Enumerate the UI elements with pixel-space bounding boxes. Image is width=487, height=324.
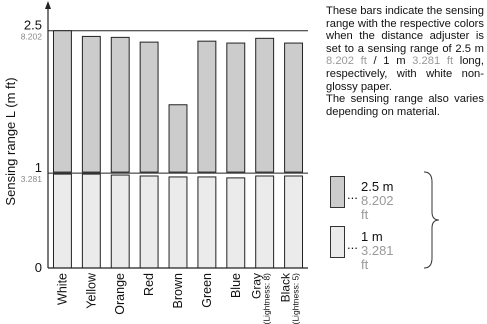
- description-text-2: / 1 m: [366, 55, 413, 68]
- bar-long-0: [52, 30, 72, 173]
- bar-long-1: [81, 35, 101, 173]
- bar-long-3: [139, 41, 159, 173]
- legend-brace: [423, 171, 440, 269]
- x-tick-label-0: White: [55, 273, 69, 305]
- description-ft-1: 8.202 ft: [326, 55, 367, 68]
- bar-short-2: [110, 174, 130, 269]
- legend-imperial-short: 3.281 ft: [361, 243, 394, 272]
- legend-dots-long: ...: [347, 187, 358, 202]
- y-axis-label: Sensing range L (m ft): [3, 77, 18, 205]
- legend-value-long: 2.5 m 8.202 ft: [361, 180, 394, 222]
- x-tick-label-2: Orange: [113, 273, 127, 315]
- bar-short-3: [139, 175, 159, 269]
- chart-description: These bars indicate the sensing range wi…: [326, 5, 484, 118]
- bar-long-6: [226, 42, 246, 173]
- bar-long-2: [110, 36, 130, 173]
- y-tick-label-2: 2.5: [24, 18, 42, 33]
- x-tick-label-7-0: Gray: [250, 273, 264, 299]
- legend-metric-short: 1 m: [361, 229, 383, 244]
- bar-short-1: [81, 173, 101, 269]
- x-tick-label-8-0: Black: [279, 272, 293, 302]
- x-tick-label-8-1: (Lightness: 5): [291, 273, 301, 324]
- bar-long-4: [168, 104, 188, 173]
- description-text-4: The sensing range also varies depending …: [326, 93, 484, 118]
- x-tick-label-3: Red: [142, 273, 156, 296]
- bar-long-5: [197, 40, 217, 173]
- description-text-3: long, respectively, with white non-gloss…: [326, 55, 484, 93]
- legend-swatch-long: [330, 176, 345, 208]
- y-tick-label-1: 1: [35, 160, 42, 175]
- y-tick-sublabel-1: 3.281: [21, 174, 43, 184]
- x-tick-label-4: Brown: [171, 273, 185, 308]
- description-text-1: These bars indicate the sensing range wi…: [326, 5, 484, 55]
- bar-short-0: [52, 173, 72, 269]
- x-tick-label-5: Green: [200, 273, 214, 308]
- bar-short-4: [168, 176, 188, 269]
- legend-metric-long: 2.5 m: [361, 179, 394, 194]
- sensing-range-chart: 0 13.281 2.58.202 Sensing range L (m ft) Whi…: [3, 1, 308, 324]
- y-tick-sublabel-2: 8.202: [21, 32, 43, 42]
- legend-dots-short: ...: [347, 237, 358, 252]
- bar-long-8: [284, 42, 304, 173]
- x-tick-label-6: Blue: [229, 273, 243, 298]
- y-axis-arrow: [45, 1, 51, 9]
- y-tick-label-0: 0: [35, 260, 42, 275]
- x-tick-label-7-1: (Lightness: 8): [262, 273, 272, 324]
- bar-short-7: [255, 175, 275, 269]
- legend-imperial-long: 8.202 ft: [361, 193, 394, 222]
- bar-short-5: [197, 176, 217, 269]
- description-ft-2: 3.281 ft: [412, 55, 454, 68]
- bar-short-8: [284, 175, 304, 269]
- x-tick-label-1: Yellow: [84, 272, 98, 309]
- legend-swatch-short: [330, 226, 345, 258]
- bar-long-7: [255, 37, 275, 173]
- bar-short-6: [226, 177, 246, 269]
- legend-value-short: 1 m 3.281 ft: [361, 230, 394, 272]
